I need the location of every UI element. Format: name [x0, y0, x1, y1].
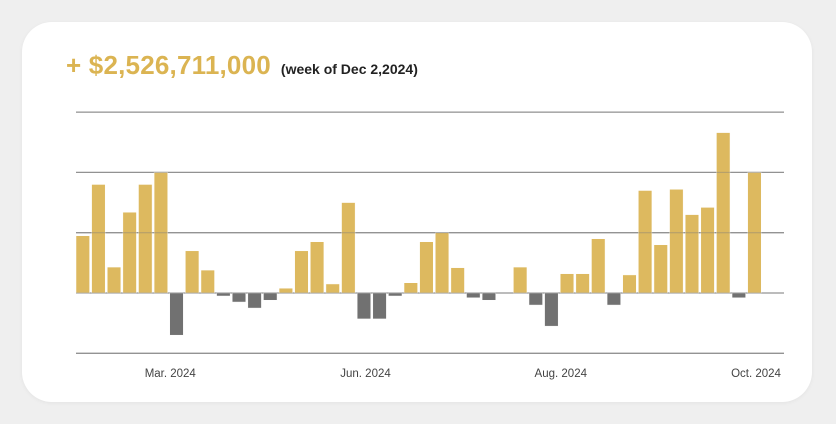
- bar: [700, 207, 715, 294]
- bar: [356, 292, 372, 320]
- bar: [200, 269, 215, 294]
- bar: [731, 292, 746, 299]
- bar: [684, 214, 700, 294]
- bar: [341, 202, 356, 294]
- bar: [450, 267, 465, 294]
- bar: [325, 283, 340, 294]
- bar: [122, 211, 137, 294]
- bar: [247, 292, 262, 309]
- week-label: (week of Dec 2,2024): [280, 61, 418, 77]
- x-tick-label: Mar. 2024: [145, 368, 197, 380]
- bar: [606, 292, 621, 306]
- x-tick-label: Aug. 2024: [535, 368, 588, 380]
- bar: [372, 292, 387, 320]
- bar: [544, 292, 559, 327]
- bar: [466, 292, 481, 299]
- bar: [435, 232, 450, 294]
- weekly-amount: + $2,526,711,000: [66, 50, 271, 80]
- bar: [575, 273, 590, 294]
- bar: [669, 189, 684, 294]
- bar: [388, 292, 403, 297]
- bar: [638, 190, 653, 294]
- bar: [169, 292, 184, 336]
- bar: [419, 241, 434, 294]
- bar: [106, 266, 122, 294]
- bar: [263, 292, 278, 301]
- bar: [185, 250, 200, 294]
- bar: [559, 273, 575, 294]
- bar: [231, 292, 247, 303]
- bar: [216, 292, 231, 297]
- bar: [403, 282, 418, 294]
- bar: [653, 244, 668, 294]
- bar: [294, 250, 309, 294]
- bar: [513, 266, 528, 294]
- bar: [138, 184, 153, 294]
- bar: [747, 172, 762, 294]
- bar: [75, 235, 90, 294]
- bar: [716, 132, 731, 294]
- bar: [591, 238, 606, 294]
- bar: [91, 184, 106, 294]
- bar: [481, 292, 496, 301]
- x-tick-label: Jun. 2024: [340, 368, 391, 380]
- bar: [528, 292, 543, 306]
- bar: [622, 274, 637, 294]
- bar: [310, 241, 325, 294]
- x-tick-label: Oct. 2024: [731, 368, 781, 380]
- bar: [278, 287, 293, 294]
- bar: [153, 172, 168, 294]
- chart-header: + $2,526,711,000 (week of Dec 2,2024): [66, 50, 418, 81]
